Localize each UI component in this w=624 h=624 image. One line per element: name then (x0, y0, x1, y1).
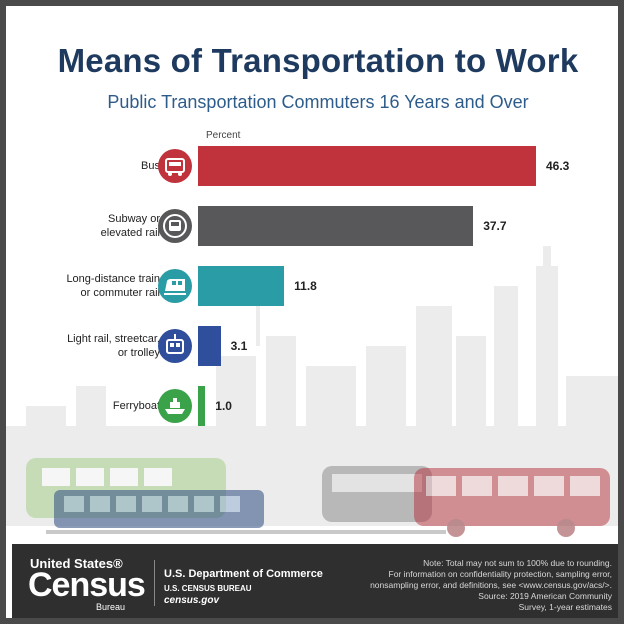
note-line: For information on confidentiality prote… (388, 569, 612, 579)
category-label-line: Ferryboat (112, 400, 160, 412)
trolley-icon (158, 329, 192, 363)
note-line: Survey, 1-year estimates (518, 602, 612, 612)
value-label-ferryboat: 1.0 (215, 399, 232, 413)
category-label-line: or trolley (117, 347, 160, 359)
train-icon (158, 269, 192, 303)
value-axis-label: Percent (206, 130, 241, 141)
value-label-bus: 46.3 (546, 159, 570, 173)
ferry-icon (158, 389, 192, 423)
category-label-light-rail-streetcar-or-trolley: Light rail, streetcar, or trolley (10, 332, 160, 360)
bar-long-distance-train-or-commuter-rail (198, 266, 285, 306)
bar-ferryboat (198, 386, 206, 426)
census-logo: Census (28, 566, 146, 604)
category-label-line: elevated rail (100, 227, 160, 239)
footer: United States® Census Bureau U.S. Depart… (12, 544, 618, 618)
chart-subtitle: Public Transportation Commuters 16 Years… (107, 92, 529, 112)
commuter-train-illustration (54, 490, 264, 528)
bureau-name: U.S. CENSUS BUREAU (164, 584, 252, 593)
red-bus-illustration (414, 468, 610, 537)
value-label-long-distance-train-or-commuter-rail: 11.8 (294, 279, 317, 293)
category-label-line: Long-distance train (66, 273, 160, 285)
footer-divider (154, 560, 155, 606)
bar-bus (198, 146, 536, 186)
category-label-line: or commuter rail (80, 287, 160, 299)
bus-icon (158, 149, 192, 183)
note-line: nonsampling error, and definitions, see … (370, 580, 612, 590)
value-label-light-rail-streetcar-or-trolley: 3.1 (230, 339, 248, 353)
category-label-line: Subway or (108, 213, 160, 225)
source-note: Note: Total may not sum to 100% due to r… (312, 558, 612, 613)
value-label-subway-or-elevated-rail: 37.7 (483, 219, 507, 233)
vehicles-illustration (26, 458, 610, 537)
department-name: U.S. Department of Commerce (164, 568, 323, 580)
gray-bus-illustration (322, 466, 432, 522)
logo-bureau-text: Bureau (96, 602, 126, 612)
category-label-line: Light rail, streetcar, (67, 333, 160, 345)
logo-country-text: United States® (30, 556, 123, 571)
note-line: Note: Total may not sum to 100% due to r… (423, 558, 612, 568)
category-label-subway-or-elevated-rail: Subway or elevated rail (10, 212, 160, 240)
category-label-ferryboat: Ferryboat (10, 399, 160, 413)
subway-icon (158, 209, 192, 243)
category-label-long-distance-train-or-commuter-rail: Long-distance train or commuter rail (10, 272, 160, 300)
website-link[interactable]: census.gov (164, 595, 220, 606)
bar-light-rail-streetcar-or-trolley (198, 326, 221, 366)
category-label-line: Bus (141, 160, 160, 172)
category-label-bus: Bus (10, 159, 160, 173)
note-line: Source: 2019 American Community (478, 591, 612, 601)
bar-subway-or-elevated-rail (198, 206, 474, 246)
chart-title: Means of Transportation to Work (57, 42, 579, 79)
